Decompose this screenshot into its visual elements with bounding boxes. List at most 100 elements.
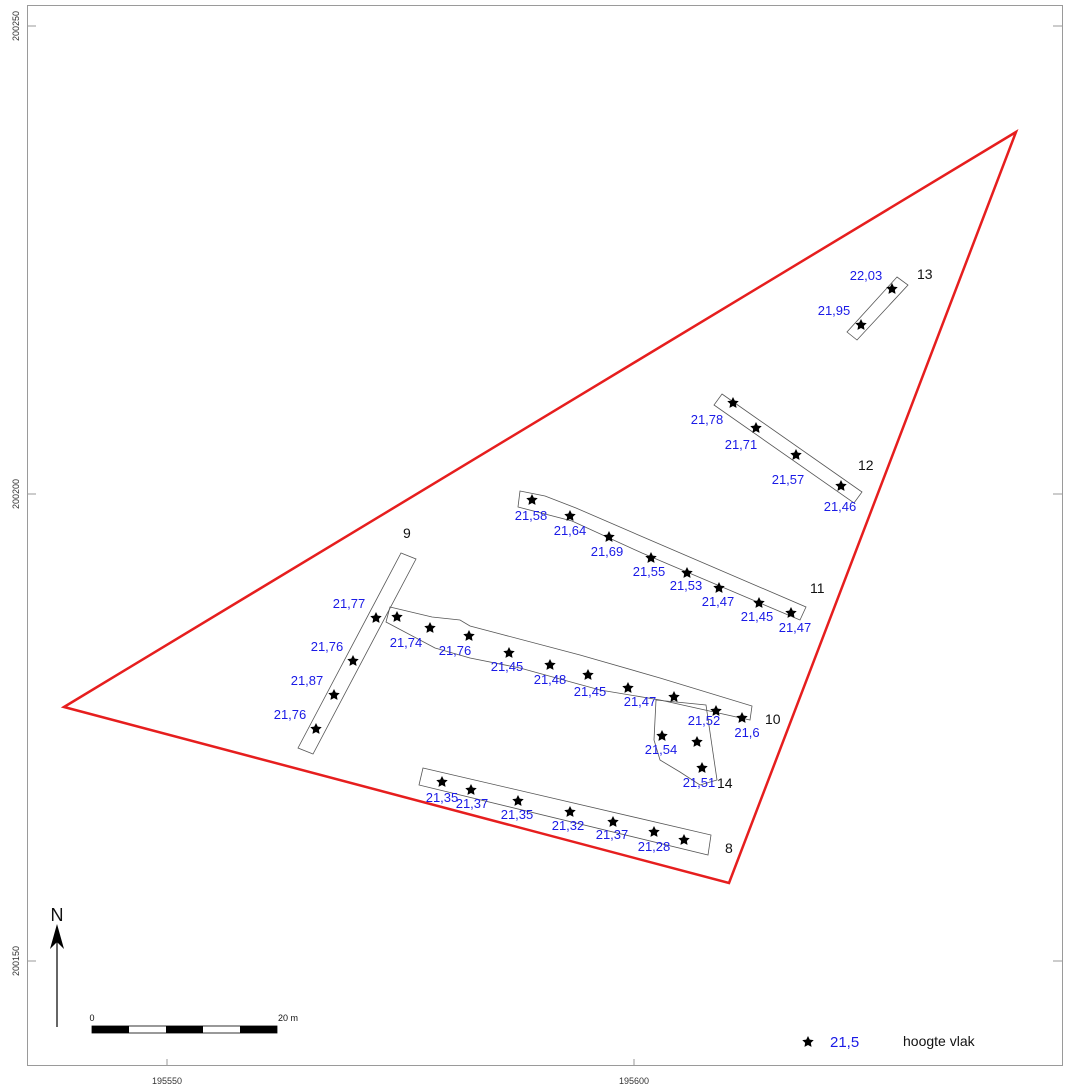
elevation-label: 21,45: [574, 684, 607, 699]
elevation-label: 21,47: [702, 594, 735, 609]
elevation-label: 21,51: [683, 775, 716, 790]
star-icon: [603, 531, 615, 542]
elevation-labels: 22,03 21,95 21,78 21,71 21,57 21,46 21,5…: [274, 268, 883, 854]
legend-value: 21,5: [830, 1034, 859, 1051]
elevation-label: 21,37: [456, 796, 489, 811]
y-coord-label: 200150: [11, 946, 21, 976]
elevation-label: 21,52: [688, 713, 721, 728]
legend-text: hoogte vlak: [903, 1033, 976, 1049]
star-icon: [835, 480, 847, 491]
star-icon: [436, 776, 448, 787]
elevation-label: 21,57: [772, 472, 805, 487]
star-icon: [696, 762, 708, 773]
elevation-label: 21,69: [591, 544, 624, 559]
elevation-label: 21,64: [554, 523, 587, 538]
star-icon: [790, 449, 802, 460]
elevation-label: 21,53: [670, 578, 703, 593]
trench-14-outline: [653, 699, 718, 786]
elevation-label: 21,28: [638, 839, 671, 854]
elevation-label: 21,35: [501, 807, 534, 822]
elevation-label: 21,78: [691, 412, 724, 427]
elevation-label: 21,54: [645, 742, 678, 757]
elevation-label: 21,74: [390, 635, 423, 650]
north-label: N: [51, 905, 64, 925]
elevation-label: 21,47: [779, 620, 812, 635]
star-icon: [463, 630, 475, 641]
elevation-label: 21,35: [426, 790, 459, 805]
scale-end-label: 20 m: [278, 1013, 298, 1023]
star-icon: [622, 682, 634, 693]
scale-bar: 0 20 m: [89, 1013, 298, 1034]
trench-label-12: 12: [858, 457, 874, 473]
trench-8-outline: [418, 767, 712, 856]
x-coord-label: 195550: [152, 1076, 182, 1086]
star-icon: [802, 1036, 814, 1047]
scale-start-label: 0: [89, 1013, 94, 1023]
star-icon: [310, 723, 322, 734]
star-icon: [526, 494, 538, 505]
star-icon: [678, 834, 690, 845]
star-icon: [424, 622, 436, 633]
elevation-label: 22,03: [850, 268, 883, 283]
elevation-label: 21,71: [725, 437, 758, 452]
star-icon: [645, 552, 657, 563]
elevation-label: 21,48: [534, 672, 567, 687]
elevation-label: 21,76: [439, 643, 472, 658]
trench-label-9: 9: [403, 525, 411, 541]
coordinate-ticks: [27, 25, 1062, 1066]
star-icon: [736, 712, 748, 723]
x-coord-label: 195600: [619, 1076, 649, 1086]
trench-label-11: 11: [810, 580, 825, 596]
legend: 21,5 hoogte vlak: [802, 1033, 976, 1051]
elevation-label: 21,37: [596, 827, 629, 842]
north-arrow-icon: [50, 924, 64, 949]
elevation-label: 21,76: [274, 707, 307, 722]
star-icon: [503, 647, 515, 658]
elevation-label: 21,55: [633, 564, 666, 579]
elevation-label: 21,47: [624, 694, 657, 709]
star-icon: [391, 611, 403, 622]
star-icon: [607, 816, 619, 827]
trench-12-outline: [713, 393, 863, 504]
elevation-label: 21,46: [824, 499, 857, 514]
star-icon: [544, 659, 556, 670]
trench-10-outline: [385, 606, 753, 721]
trench-label-8: 8: [725, 840, 733, 856]
elevation-markers: [310, 283, 898, 845]
star-icon: [691, 736, 703, 747]
star-icon: [512, 795, 524, 806]
star-icon: [886, 283, 898, 294]
elevation-label: 21,77: [333, 596, 366, 611]
star-icon: [370, 612, 382, 623]
elevation-label: 21,76: [311, 639, 344, 654]
star-icon: [465, 784, 477, 795]
star-icon: [668, 691, 680, 702]
north-arrow: N: [50, 905, 64, 1027]
trench-labels: 8 9 10 11 12 13 14: [403, 266, 933, 856]
trench-label-14: 14: [717, 775, 733, 791]
elevation-label: 21,87: [291, 673, 324, 688]
trench-label-10: 10: [765, 711, 781, 727]
y-coord-label: 200250: [11, 11, 21, 41]
star-icon: [753, 597, 765, 608]
star-icon: [582, 669, 594, 680]
trench-9-outline: [297, 552, 417, 755]
star-icon: [648, 826, 660, 837]
trench-11-outline: [517, 490, 807, 621]
trench-label-13: 13: [917, 266, 933, 282]
star-icon: [328, 689, 340, 700]
map-frame: [27, 5, 1063, 1066]
elevation-label: 21,95: [818, 303, 851, 318]
trench-13-outline: [846, 276, 909, 341]
elevation-label: 21,45: [741, 609, 774, 624]
star-icon: [347, 655, 359, 666]
star-icon: [681, 567, 693, 578]
elevation-label: 21,6: [734, 725, 759, 740]
elevation-label: 21,58: [515, 508, 548, 523]
plot-boundary: [60, 129, 1019, 885]
star-icon: [564, 806, 576, 817]
star-icon: [656, 730, 668, 741]
elevation-label: 21,32: [552, 818, 585, 833]
y-coord-label: 200200: [11, 479, 21, 509]
